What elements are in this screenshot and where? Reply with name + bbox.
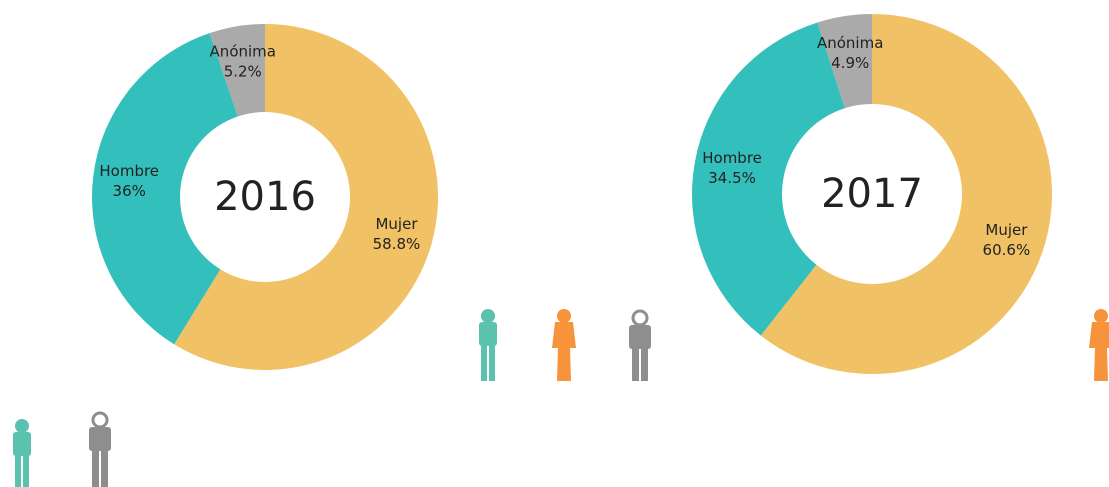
value-label: 58.8% [373,235,421,253]
value-label: 4.9% [831,54,869,72]
slice-label: Mujer [985,221,1028,239]
slice-label: Anónima [210,43,276,61]
slice [692,22,845,336]
slice [209,24,265,117]
person-icon [629,309,651,381]
person-icon [479,309,497,381]
value-label: 34.5% [708,169,756,187]
slice-label: Anónima [817,34,883,52]
slice-label: Mujer [375,215,418,233]
person-icon [13,419,31,487]
slice [174,24,439,370]
person-icon [89,411,111,487]
chart-title: 2016 [214,174,316,220]
value-label: 36% [113,182,146,200]
slice [760,14,1052,374]
value-label: 5.2% [224,63,262,81]
slice-label: Hombre [99,162,159,180]
person-icon [1089,309,1109,381]
person-icon [552,309,576,381]
chart-title: 2017 [821,171,923,217]
value-label: 60.6% [983,241,1031,259]
slice-label: Hombre [702,149,762,167]
person-icons [13,309,1109,487]
slice [817,14,872,109]
slice [92,33,238,345]
